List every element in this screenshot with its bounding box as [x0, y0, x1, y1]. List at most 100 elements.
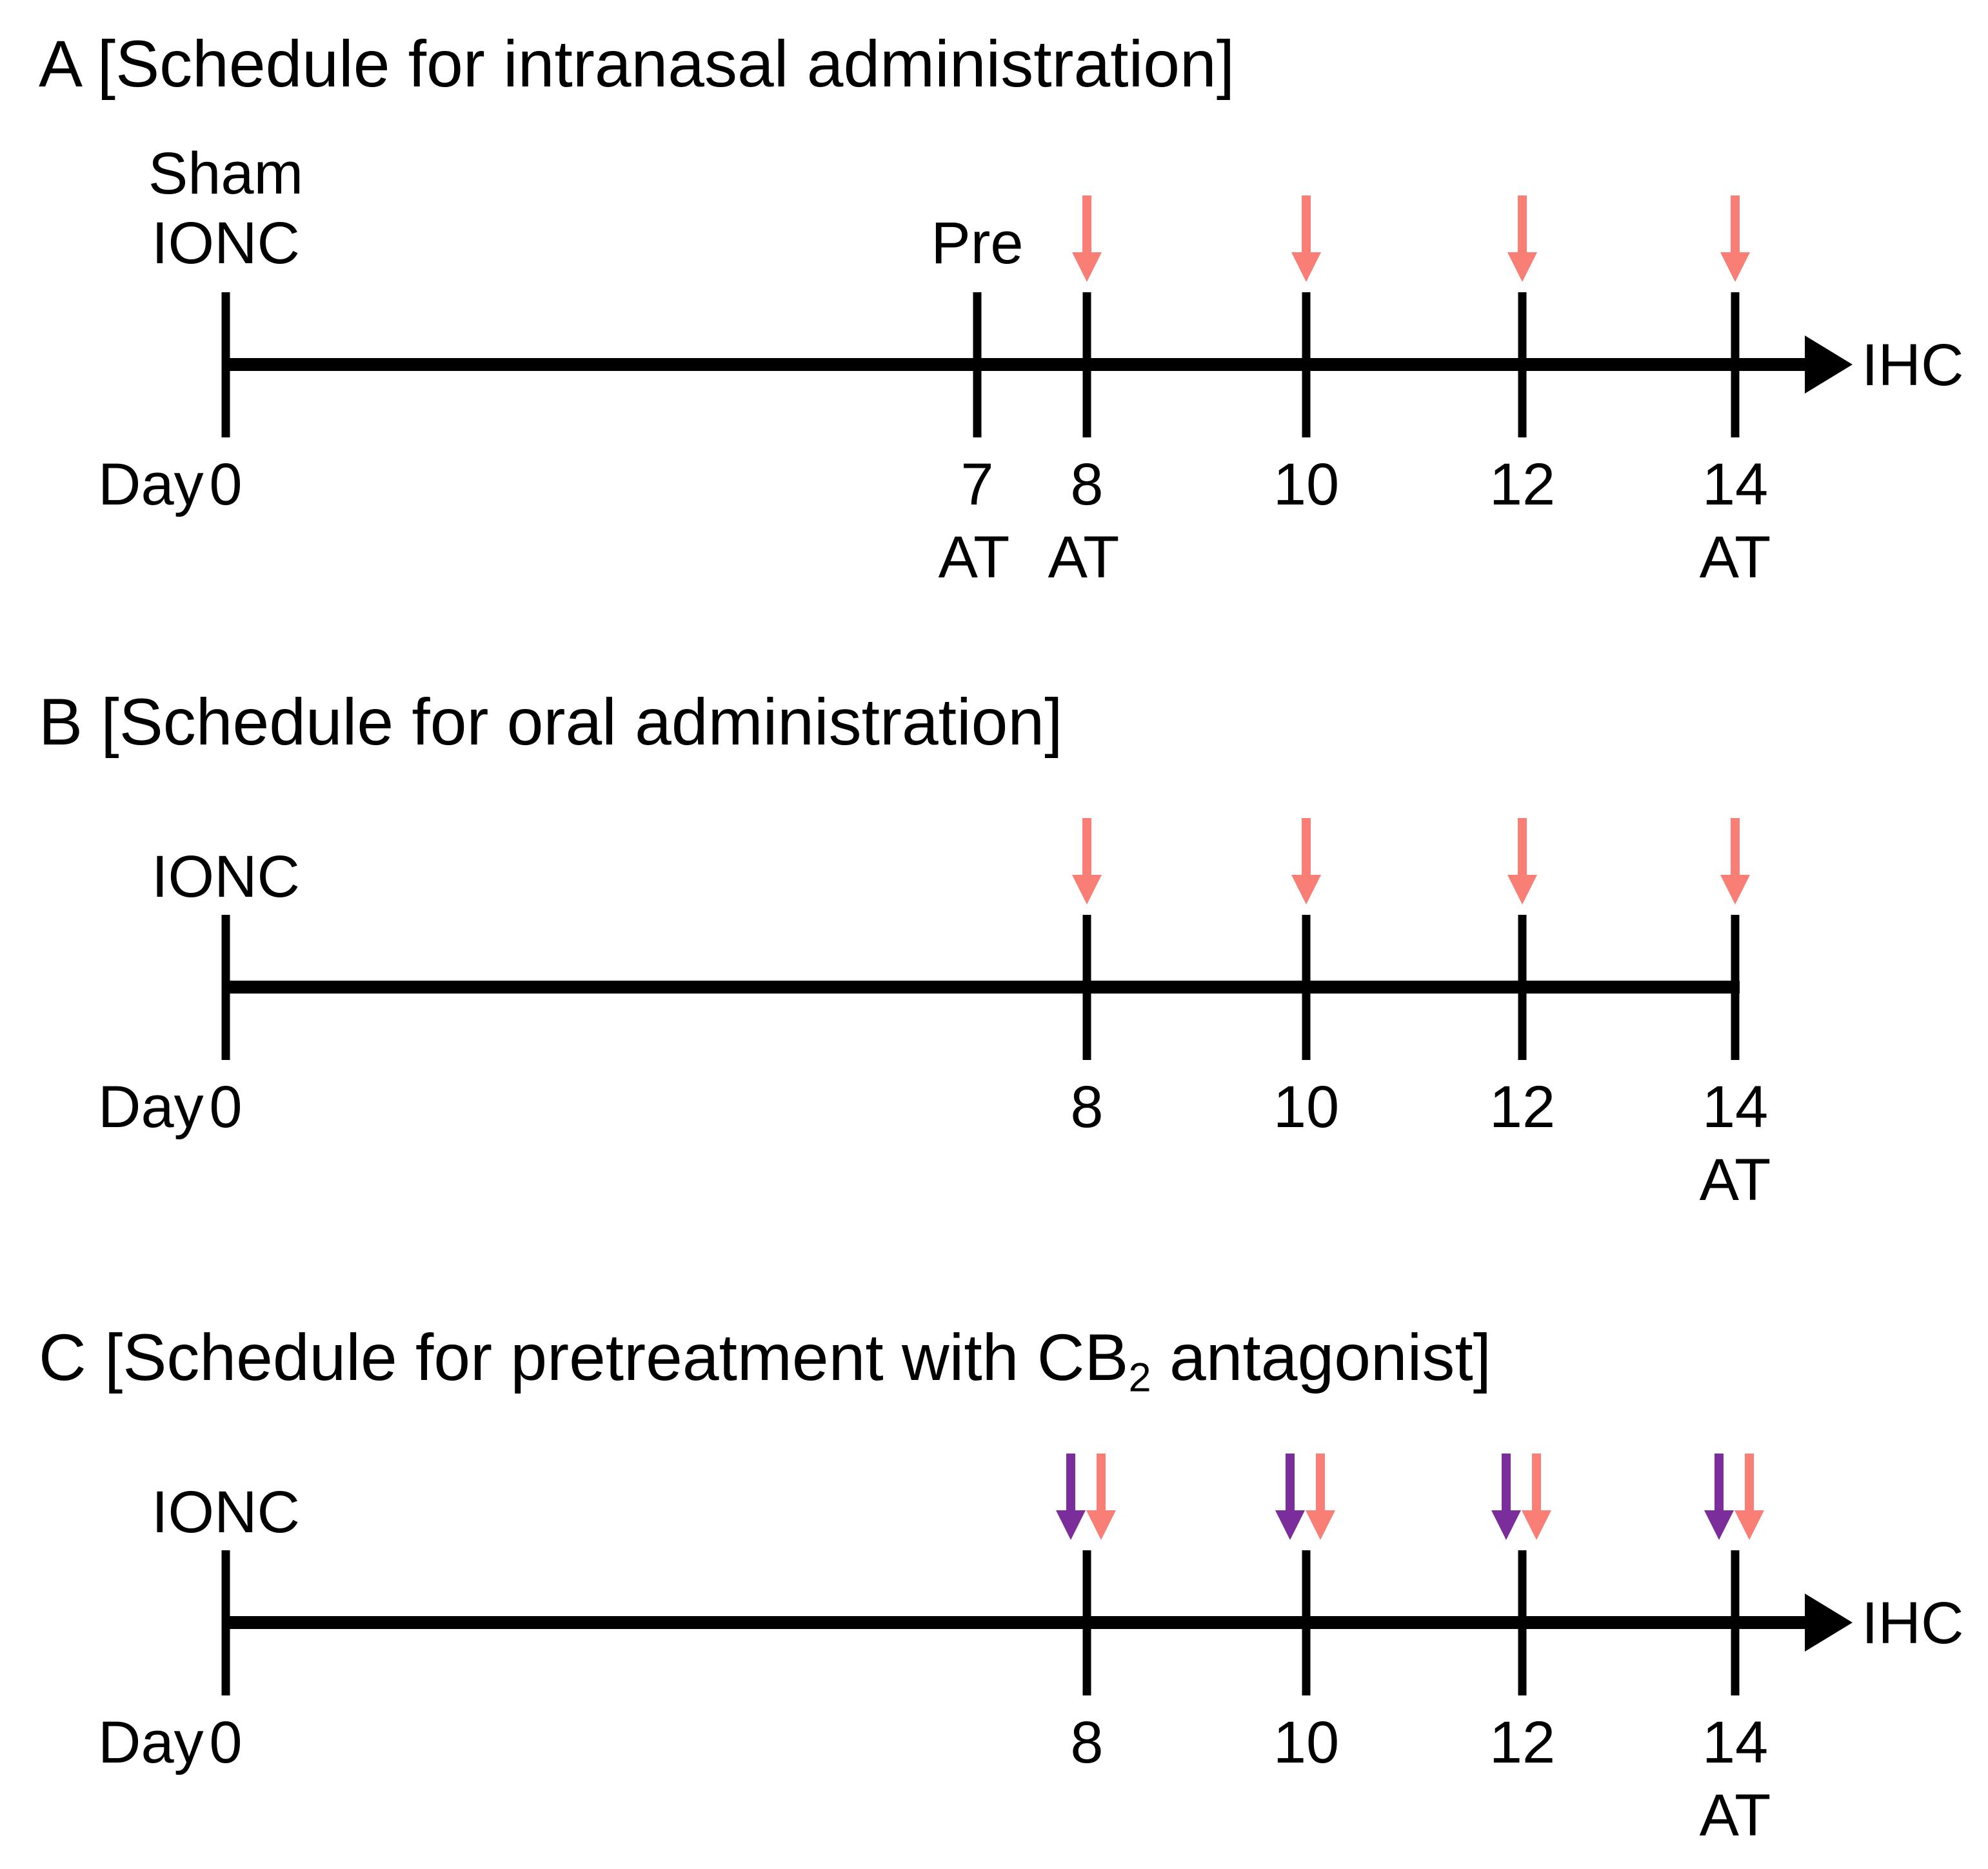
sham-label: Sham [148, 141, 304, 206]
arrow-shaft [1518, 195, 1527, 252]
day-number-12: 12 [1489, 1074, 1556, 1140]
day-number-10: 10 [1273, 1074, 1340, 1140]
arrow-shaft [1316, 1454, 1325, 1510]
tick-day-12 [1518, 1550, 1527, 1695]
panel-c-title-suffix: antagonist] [1151, 1321, 1491, 1394]
arrow-head [1072, 252, 1102, 282]
arrow-head [1086, 1510, 1116, 1540]
day-axis-label: Day [98, 1710, 204, 1775]
day-number-8: 8 [1070, 1074, 1104, 1140]
arrow-head [1704, 1510, 1734, 1540]
day-number-7: 7 [960, 452, 994, 517]
arrow-head [1275, 1510, 1305, 1540]
arrow-head [1720, 252, 1750, 282]
day-number-10: 10 [1273, 1710, 1340, 1775]
panel-intranasal: A [Schedule for intranasal administratio… [0, 0, 1988, 611]
tick-day-10 [1302, 1550, 1311, 1695]
arrow-shaft [1715, 1454, 1724, 1510]
treatment-arrow-icon-day10 [1306, 1454, 1335, 1540]
arrow-head [1306, 1510, 1335, 1540]
treatment-arrow-icon-day10 [1291, 195, 1321, 282]
ihc-endpoint-label: IHC [1862, 332, 1964, 398]
panel-c-title: C [Schedule for pretreatment with CB2 an… [39, 1319, 1491, 1416]
timeline-axis [226, 981, 1740, 994]
arrow-head [1522, 1510, 1551, 1540]
pre-label: Pre [931, 210, 1024, 276]
arrow-shaft [1518, 818, 1527, 875]
tick-day-10 [1302, 915, 1311, 1060]
antagonist-arrow-icon-day14 [1704, 1454, 1734, 1540]
arrow-shaft [1302, 818, 1311, 875]
day-axis-label: Day [98, 1074, 204, 1140]
panel-cb2-antagonist: C [Schedule for pretreatment with CB2 an… [0, 1258, 1988, 1869]
tick-day-14 [1731, 292, 1740, 437]
antagonist-arrow-icon-day12 [1491, 1454, 1521, 1540]
treatment-arrow-icon-day14 [1735, 1454, 1764, 1540]
arrow-shaft [1082, 195, 1091, 252]
day-number-10: 10 [1273, 452, 1340, 517]
arrow-head [1491, 1510, 1521, 1540]
arrow-shaft [1302, 195, 1311, 252]
arrow-shaft [1286, 1454, 1295, 1510]
tick-day-0 [221, 292, 230, 437]
at-label-day14: AT [1699, 1147, 1771, 1213]
antagonist-arrow-icon-day8 [1056, 1454, 1086, 1540]
panel-b-title: B [Schedule for oral administration] [39, 685, 1063, 759]
arrow-shaft [1502, 1454, 1511, 1510]
day-number-12: 12 [1489, 452, 1556, 517]
timeline-axis [226, 1616, 1809, 1629]
ionc-label: IONC [152, 1479, 300, 1545]
treatment-arrow-icon-day12 [1522, 1454, 1551, 1540]
tick-day-8 [1082, 292, 1091, 437]
treatment-arrow-icon-day12 [1507, 818, 1537, 905]
tick-day-12 [1518, 915, 1527, 1060]
arrow-shaft [1731, 195, 1740, 252]
arrow-head [1291, 875, 1321, 905]
day-number-14: 14 [1702, 1074, 1769, 1140]
tick-day-8 [1082, 1550, 1091, 1695]
tick-day-8 [1082, 915, 1091, 1060]
treatment-arrow-icon-day10 [1291, 818, 1321, 905]
day-number-14: 14 [1702, 452, 1769, 517]
tick-day-14 [1731, 915, 1740, 1060]
day-number-14: 14 [1702, 1710, 1769, 1775]
arrow-shaft [1066, 1454, 1075, 1510]
panel-c-title-subscript: 2 [1128, 1355, 1151, 1401]
arrow-shaft [1082, 818, 1091, 875]
arrow-shaft [1745, 1454, 1754, 1510]
ihc-endpoint-label: IHC [1862, 1590, 1964, 1656]
tick-day-7 [973, 292, 982, 437]
day-axis-label: Day [98, 452, 204, 517]
day-number-0: 0 [209, 452, 243, 517]
sham-ionc-label: Sham IONC [148, 139, 303, 278]
panel-a-title: A [Schedule for intranasal administratio… [39, 27, 1235, 101]
panel-oral: B [Schedule for oral administration] ION… [0, 623, 1988, 1234]
tick-day-0 [221, 1550, 230, 1695]
tick-day-14 [1731, 1550, 1740, 1695]
ionc-label: IONC [152, 210, 300, 276]
arrow-head [1720, 875, 1750, 905]
day-number-12: 12 [1489, 1710, 1556, 1775]
arrow-head [1735, 1510, 1764, 1540]
tick-day-12 [1518, 292, 1527, 437]
day-number-8: 8 [1070, 452, 1104, 517]
arrow-shaft [1097, 1454, 1106, 1510]
arrow-head [1507, 252, 1537, 282]
tick-day-0 [221, 915, 230, 1060]
day-number-0: 0 [209, 1074, 243, 1140]
treatment-arrow-icon-day8 [1072, 818, 1102, 905]
timeline-arrowhead-icon [1805, 1594, 1853, 1652]
at-label-day14: AT [1699, 525, 1771, 590]
arrow-head [1056, 1510, 1086, 1540]
at-label-day7: AT [938, 525, 1010, 590]
arrow-head [1507, 875, 1537, 905]
at-label-day8: AT [1048, 525, 1120, 590]
day-number-0: 0 [209, 1710, 243, 1775]
treatment-arrow-icon-day14 [1720, 818, 1750, 905]
treatment-arrow-icon-day8 [1086, 1454, 1116, 1540]
day-number-8: 8 [1070, 1710, 1104, 1775]
at-label-day14: AT [1699, 1783, 1771, 1848]
arrow-shaft [1532, 1454, 1541, 1510]
treatment-arrow-icon-day8 [1072, 195, 1102, 282]
